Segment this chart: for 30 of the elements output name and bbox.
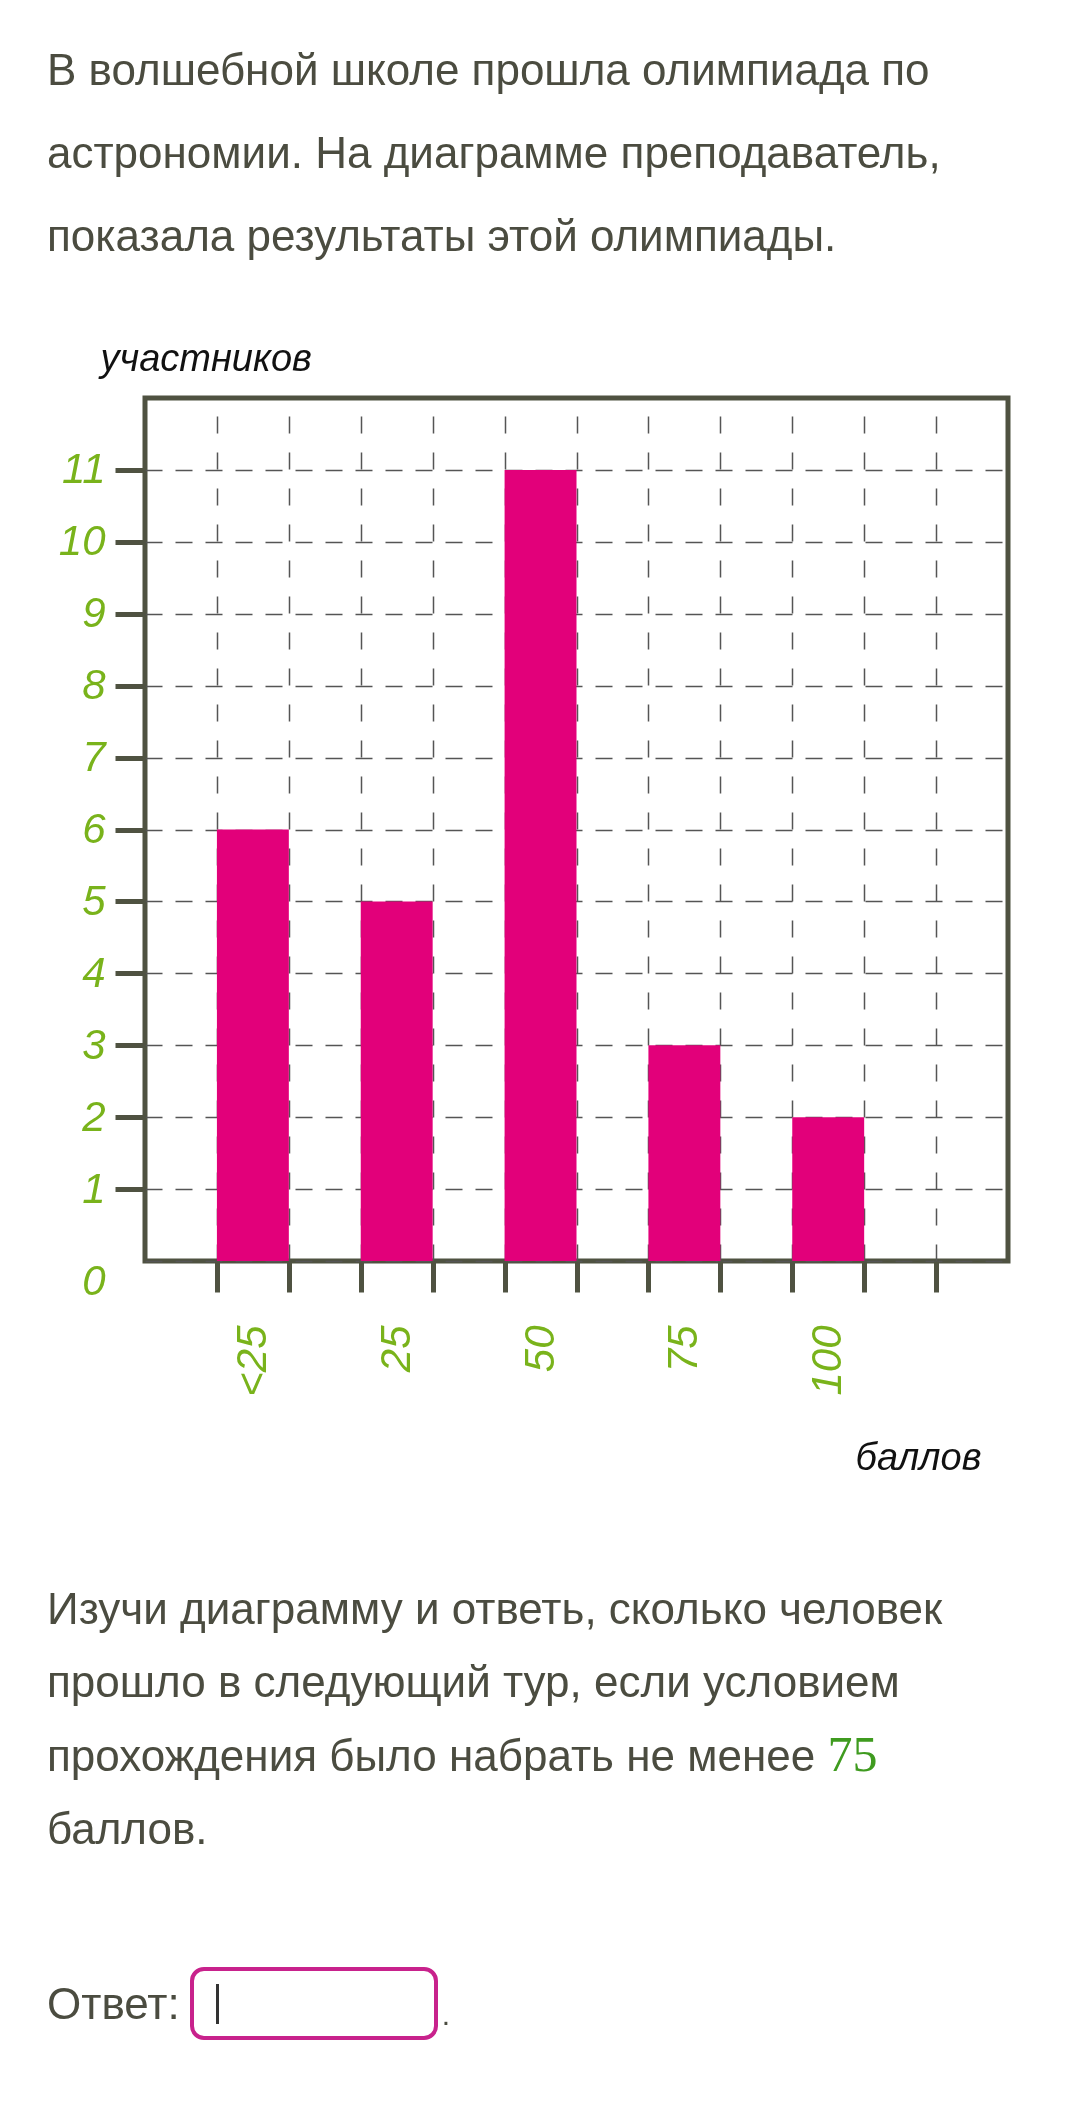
bar xyxy=(360,901,433,1261)
text: прохождения было набрать не менее xyxy=(47,1731,816,1780)
text: . xyxy=(441,1998,450,2033)
y-tick-label: 6 xyxy=(82,805,107,852)
y-tick-label: 11 xyxy=(61,445,106,493)
y-tick-label: 5 xyxy=(82,876,107,924)
x-tick-label: 100 xyxy=(803,1324,851,1396)
x-axis-title: баллов xyxy=(855,1435,982,1478)
y-tick-label: 2 xyxy=(81,1092,106,1140)
y-tick-label: 9 xyxy=(82,589,106,637)
x-tick-label: 75 xyxy=(659,1324,707,1373)
y-tick-label: 8 xyxy=(82,661,107,709)
bar xyxy=(792,1117,865,1261)
text: баллов. xyxy=(47,1803,209,1855)
y-tick-label: 1 xyxy=(82,1164,106,1212)
chart-title: В волшебной школе прошла олимпиада по астрономии. На диаграмме преподаватель, показала результаты этой олимпиады. xyxy=(47,44,942,262)
x-tick-label: 50 xyxy=(515,1324,563,1373)
x-tick-label: 25 xyxy=(371,1324,419,1374)
bar xyxy=(504,469,577,1261)
text: Ответ: xyxy=(47,1978,180,2029)
text: 75 xyxy=(827,1726,878,1782)
bar xyxy=(648,1045,721,1261)
y-tick-label: 4 xyxy=(82,948,106,996)
bar xyxy=(216,829,289,1261)
x-tick-label: <25 xyxy=(227,1324,275,1397)
y-tick-label: 7 xyxy=(82,733,108,781)
y-tick-label: 10 xyxy=(58,517,107,565)
y-axis-title: участников xyxy=(97,336,312,379)
y-tick-label: 3 xyxy=(82,1020,106,1068)
y-tick-label: 0 xyxy=(82,1256,107,1304)
